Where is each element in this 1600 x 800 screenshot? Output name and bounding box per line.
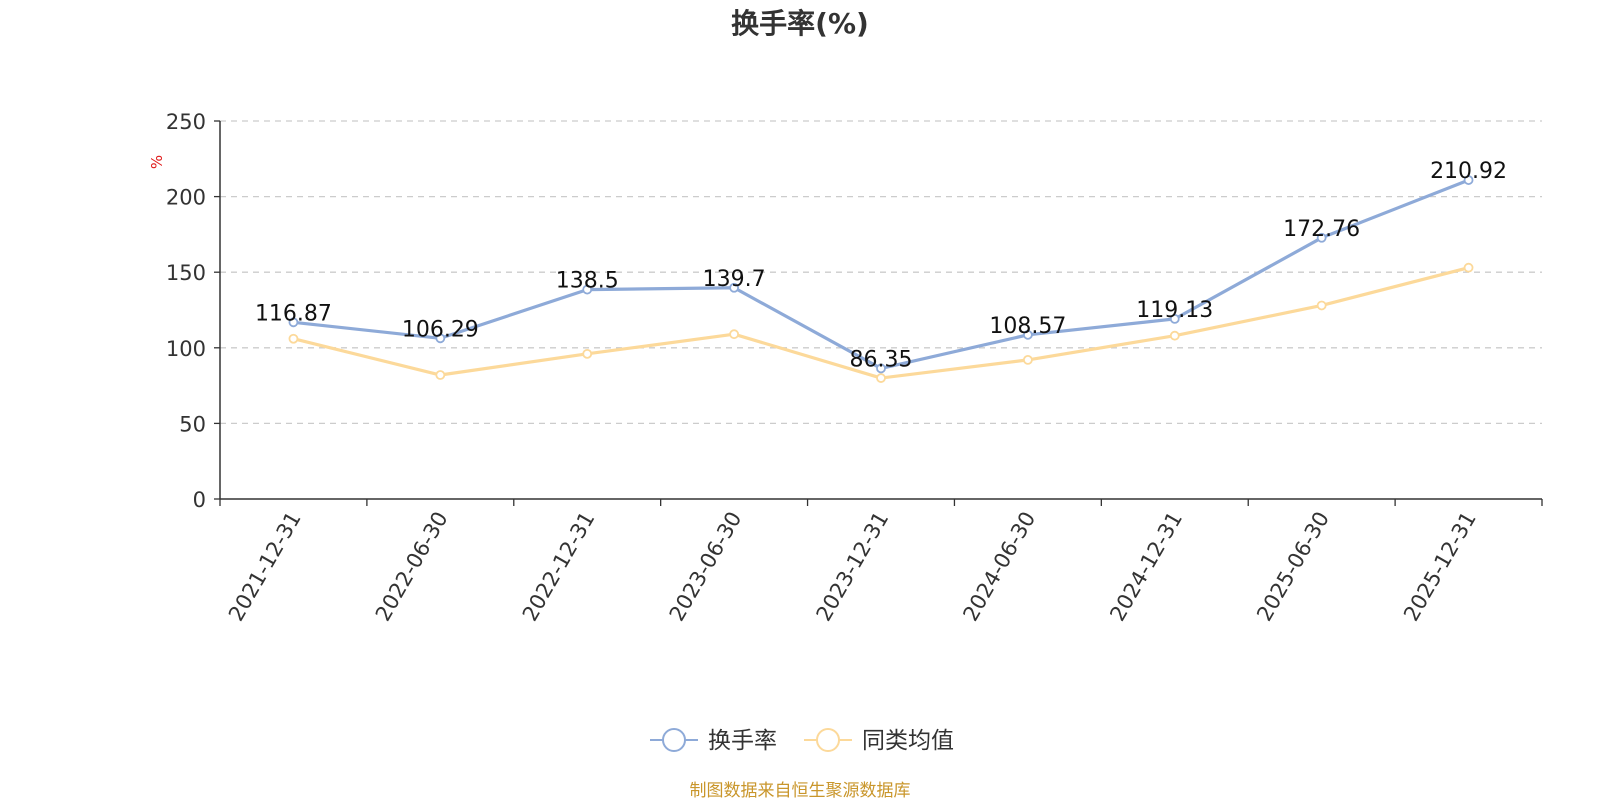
data-label: 139.7 xyxy=(703,267,766,292)
legend: 换手率 同类均值 xyxy=(650,728,954,754)
y-tick-label: 50 xyxy=(179,412,206,436)
legend-label: 换手率 xyxy=(708,728,777,754)
x-tick-label: 2024-06-30 xyxy=(958,508,1040,626)
x-tick-label: 2025-06-30 xyxy=(1252,508,1334,626)
y-tick-label: 250 xyxy=(166,110,206,134)
data-label: 106.29 xyxy=(402,317,479,342)
data-source-note: 制图数据来自恒生聚源数据库 xyxy=(690,781,911,800)
data-point xyxy=(582,348,593,359)
data-point xyxy=(288,333,299,344)
data-point xyxy=(1169,313,1180,324)
x-tick-label: 2023-06-30 xyxy=(665,508,747,626)
x-tick-label: 2024-12-31 xyxy=(1105,508,1187,626)
data-point xyxy=(1316,300,1327,311)
series-lines xyxy=(288,175,1474,383)
data-label: 138.5 xyxy=(556,269,619,294)
data-label: 172.76 xyxy=(1283,217,1360,242)
data-point xyxy=(435,333,446,344)
data-point xyxy=(876,373,886,383)
x-tick-label: 2021-12-31 xyxy=(224,508,306,626)
data-labels: 116.87 106.29 138.5 139.7 86.35 108.57 119.13 1… xyxy=(255,159,1507,372)
data-point xyxy=(288,317,299,328)
data-point xyxy=(435,370,446,380)
x-tick-label: 2022-12-31 xyxy=(518,508,600,626)
data-label: 108.57 xyxy=(989,314,1066,339)
data-point xyxy=(1169,330,1180,341)
data-point xyxy=(1463,262,1474,273)
legend-marker xyxy=(816,728,840,752)
y-tick-label: 200 xyxy=(166,186,206,210)
data-label: 210.92 xyxy=(1430,159,1507,184)
chart-title: 换手率(%) xyxy=(731,7,869,40)
data-point xyxy=(729,282,740,293)
y-tick-label: 100 xyxy=(166,337,206,361)
data-point xyxy=(1463,175,1474,185)
y-tick-label: 150 xyxy=(166,261,206,285)
data-point xyxy=(729,329,740,340)
y-axis-unit-label: % xyxy=(148,155,166,169)
x-tick-label: 2022-06-30 xyxy=(371,508,453,626)
data-point xyxy=(1022,354,1033,365)
data-label: 116.87 xyxy=(255,301,332,326)
x-tick-label: 2023-12-31 xyxy=(812,508,894,626)
grid-lines xyxy=(220,120,1542,425)
x-tick-label: 2025-12-31 xyxy=(1399,508,1481,626)
data-point xyxy=(582,284,593,295)
data-label: 86.35 xyxy=(850,347,913,372)
data-point xyxy=(876,363,886,374)
data-point xyxy=(1022,329,1033,340)
data-point xyxy=(1316,232,1327,243)
y-tick-label: 0 xyxy=(193,488,206,512)
legend-label: 同类均值 xyxy=(862,728,954,754)
legend-marker xyxy=(662,728,686,752)
data-label: 119.13 xyxy=(1136,298,1213,323)
